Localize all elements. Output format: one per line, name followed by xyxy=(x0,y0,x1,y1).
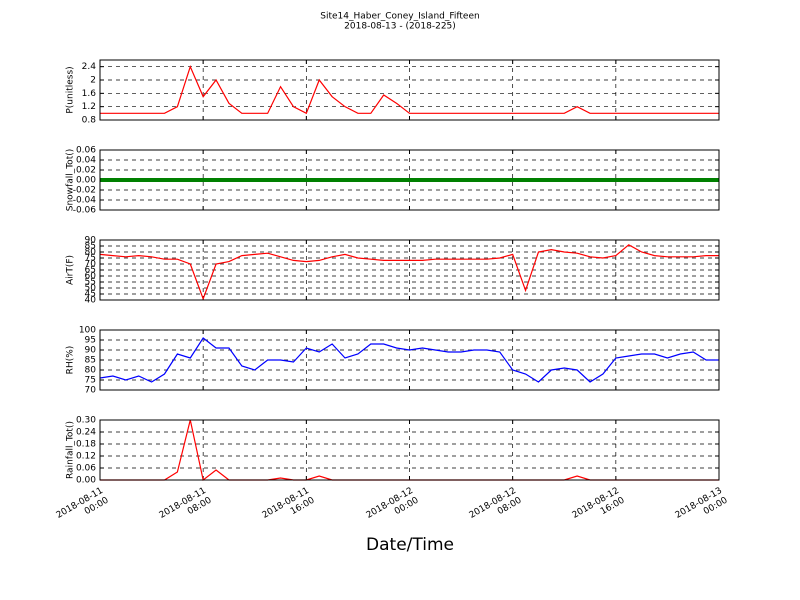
x-axis-label: Date/Time xyxy=(366,535,454,555)
axes-frame xyxy=(99,59,720,121)
y-tick-label: 0.24 xyxy=(76,428,96,438)
data-line xyxy=(100,64,719,115)
y-tick-label: 95 xyxy=(85,336,96,346)
y-tick-label: 1.6 xyxy=(82,89,97,99)
y-tick-label: 0.8 xyxy=(82,116,97,126)
y-tick-label: 90 xyxy=(85,236,97,246)
y-tick-label: 0.02 xyxy=(76,166,96,176)
y-tick-label: 0.30 xyxy=(76,416,96,426)
y-axis-label: AirT(F) xyxy=(66,255,76,285)
y-tick-label: 65 xyxy=(85,266,96,276)
axes-frame xyxy=(99,419,720,481)
y-tick-label: 0.00 xyxy=(76,176,96,186)
chart-subtitle: 2018-08-13 - (2018-225) xyxy=(344,22,456,32)
y-tick-label: 2.4 xyxy=(82,62,97,72)
axes-frame xyxy=(99,149,720,211)
y-tick-label: 90 xyxy=(85,346,97,356)
y-axis-label: RH(%) xyxy=(66,346,76,375)
y-tick-label: -0.02 xyxy=(73,186,96,196)
y-tick-label: 0.04 xyxy=(76,156,96,166)
y-tick-label: 60 xyxy=(85,272,97,282)
y-tick-label: 85 xyxy=(85,242,96,252)
y-tick-label: 40 xyxy=(85,296,97,306)
y-tick-label: 70 xyxy=(85,260,97,270)
data-line xyxy=(99,244,719,301)
y-tick-label: 75 xyxy=(85,254,96,264)
y-tick-label: 50 xyxy=(85,284,97,294)
y-tick-label: 70 xyxy=(85,386,97,396)
y-tick-label: -0.04 xyxy=(73,196,97,206)
chart-title: Site14_Haber_Coney_Island_Fifteen xyxy=(320,12,479,22)
y-tick-label: 1.2 xyxy=(82,102,96,112)
y-tick-label: -0.06 xyxy=(73,206,97,216)
y-axis-label: Rainfall_Tot() xyxy=(66,421,76,479)
y-axis-label: P(unitless) xyxy=(66,66,76,113)
axes-frame xyxy=(99,239,720,301)
y-axis-label: Snowfall_Tot() xyxy=(66,149,76,212)
y-tick-label: 80 xyxy=(85,366,97,376)
y-tick-label: 45 xyxy=(85,290,96,300)
y-tick-label: 80 xyxy=(85,248,97,258)
y-tick-label: 2 xyxy=(90,76,96,86)
data-line xyxy=(99,337,719,383)
y-tick-label: 0.18 xyxy=(76,440,96,450)
y-tick-label: 55 xyxy=(85,278,96,288)
y-tick-label: 0.06 xyxy=(76,146,96,156)
y-tick-label: 0.12 xyxy=(76,452,96,462)
y-tick-label: 0.00 xyxy=(76,476,96,486)
y-tick-label: 85 xyxy=(85,356,96,366)
axes-frame xyxy=(99,329,720,391)
y-tick-label: 0.06 xyxy=(76,464,96,474)
y-tick-label: 100 xyxy=(79,326,96,336)
y-tick-label: 75 xyxy=(85,376,96,386)
